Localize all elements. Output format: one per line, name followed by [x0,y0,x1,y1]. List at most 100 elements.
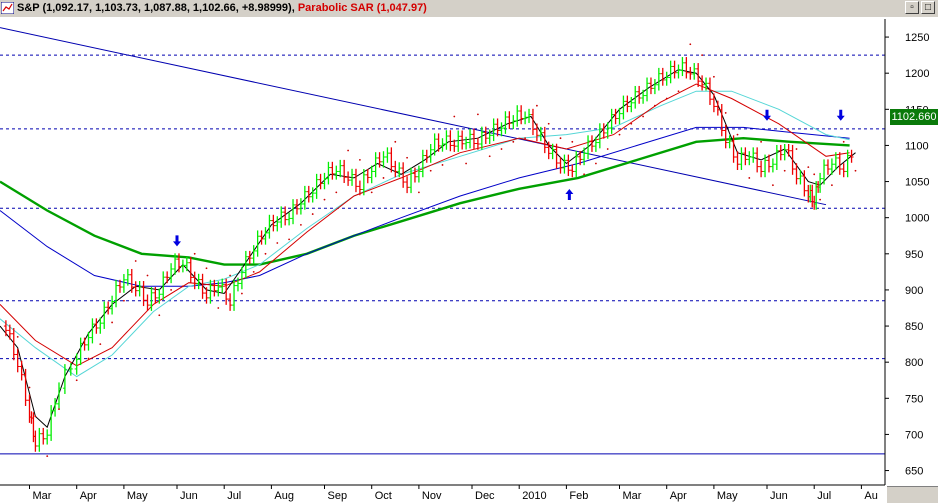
sar-dot [724,112,727,114]
sar-dot [323,198,326,201]
sar-dot [665,97,668,100]
sar-dot [772,184,774,187]
sar-dot [630,122,633,125]
x-tick-label: Oct [375,490,392,502]
x-tick-label: Apr [80,490,97,502]
sar-dot [689,43,692,46]
window-buttons: ▫ □ [905,1,935,14]
moving-average-ma-50 [0,83,850,367]
sar-dot [807,166,810,169]
down-arrow-icon [763,109,771,121]
x-tick-label: Mar [623,490,642,502]
sar-dot [677,90,680,93]
sar-dot [58,408,60,411]
signal-arrows [173,109,845,247]
x-tick-label: Jul [227,490,241,502]
x-tick-label: Feb [569,490,588,502]
sar-dot [813,173,816,176]
down-arrow-icon [173,235,181,247]
sar-dot [134,260,137,262]
y-tick-label: 1100 [905,140,929,152]
sar-dot [288,238,290,241]
sar-dot [229,274,232,277]
maximize-button[interactable]: □ [921,1,935,14]
sar-dot [819,198,821,201]
sar-dot [205,267,208,270]
sar-dot [182,285,184,288]
sar-dot [418,191,420,194]
sar-dot [642,115,644,118]
sar-dot [795,148,798,150]
sar-dot [713,75,715,78]
restore-button[interactable]: ▫ [905,1,919,14]
sar-dot [276,242,279,244]
sar-dot [559,137,562,140]
y-tick-label: 1050 [905,177,929,189]
x-axis: Mar Apr May Jun Jul Aug Sep Oct Nov Dec 2010 Feb Mar… [0,484,885,502]
x-tick-label: Aug [274,490,294,502]
price-chart: 1250120011501100105010009509008508007507… [0,17,938,504]
sar-dot [335,191,338,194]
title-quote: S&P (1,092.17, 1,103.73, 1,087.88, 1,102… [17,2,292,14]
sar-dot [158,314,161,317]
sar-dot [583,173,585,176]
sar-dot [406,156,408,159]
moving-average-ma-150 [0,126,850,287]
horizontal-scrollbar[interactable] [887,486,938,503]
y-tick-label: 950 [905,249,923,261]
x-tick-label: May [717,490,738,502]
sar-dot [394,140,397,143]
sar-dot [595,162,597,165]
descending-trendline [0,27,827,206]
x-tick-label: Jul [817,490,831,502]
x-tick-label: May [127,490,148,502]
last-price-badge: 1102.660 [890,109,938,125]
y-tick-label: 1250 [905,32,929,44]
sar-dot [300,224,302,226]
x-tick-label: Jun [180,490,198,502]
y-tick-label: 700 [905,429,923,441]
sar-dot [123,299,125,302]
sar-dot [347,149,349,152]
sar-dot [170,289,173,291]
window-title-bar: S&P (1,092.17, 1,103.73, 1,087.88, 1,102… [0,0,938,18]
sar-dot [252,270,255,273]
sar-dot [16,335,19,338]
y-tick-label: 650 [905,466,923,478]
sar-dot [488,155,491,158]
sar-dot [146,274,149,277]
sar-dot [701,54,703,57]
sar-dot [654,104,656,107]
x-tick-label: Jun [770,490,788,502]
moving-average-ma-200 [0,136,850,266]
sar-dot [465,162,467,165]
horizontal-levels [0,54,885,455]
sar-dot [28,386,31,389]
sar-dot [453,115,456,118]
sar-dot [571,140,574,143]
moving-averages [0,69,856,429]
up-arrow-icon [565,188,574,200]
sar-dot [264,252,267,255]
trendline [0,27,827,206]
sar-dot [46,455,49,458]
x-tick-label: Sep [328,490,348,502]
x-tick-label: Au [864,490,877,502]
sar-dot [831,184,833,187]
sar-dot [783,169,786,172]
sar-dot [359,158,361,161]
y-tick-label: 850 [905,321,923,333]
sar-dot [606,148,609,150]
sar-dot [842,140,845,143]
sar-dot [736,133,739,136]
x-tick-label: Mar [33,490,52,502]
sar-dot [34,415,37,418]
sar-dot [382,177,385,179]
sar-dot [429,169,432,172]
x-tick-label: 2010 [522,490,546,502]
sar-dot [111,321,113,324]
sar-dot [524,137,526,140]
sar-dot [760,140,762,143]
y-tick-label: 1000 [905,213,929,225]
y-tick-label: 800 [905,357,923,369]
